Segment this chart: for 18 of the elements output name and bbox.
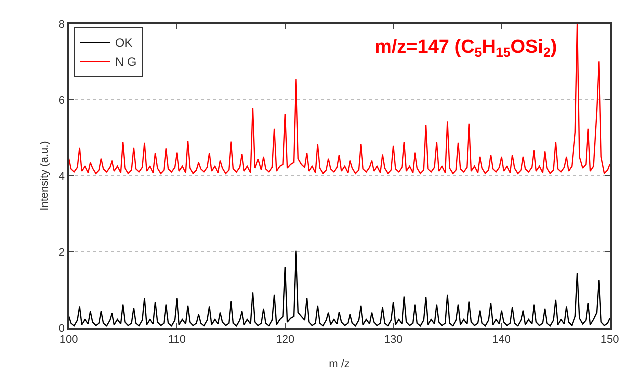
legend-label: N G [115, 55, 137, 70]
annotation: m/z=147 (C$_{5}$H$_{15}$OSi$_{2}$) [375, 37, 558, 60]
x-tick-label: 100 [60, 334, 78, 346]
y-tick-label: 6 [58, 94, 66, 107]
y-tick-label: 2 [58, 246, 66, 259]
line-series [69, 24, 610, 174]
y-tick-label: 0 [58, 322, 66, 335]
line-series [69, 250, 610, 327]
x-tick-label: 110 [168, 334, 186, 346]
x-tick-label: 130 [384, 334, 403, 346]
x-tick-label: 120 [276, 334, 295, 346]
x-tick-label: 140 [492, 334, 511, 346]
x-axis-title: m /z [329, 358, 350, 371]
legend-label: OK [115, 36, 133, 50]
y-tick-label: 4 [58, 170, 66, 183]
x-tick-label: 150 [600, 334, 620, 346]
y-axis-title: Intensity (a.u.) [39, 141, 52, 211]
y-tick-label: 8 [58, 18, 66, 31]
